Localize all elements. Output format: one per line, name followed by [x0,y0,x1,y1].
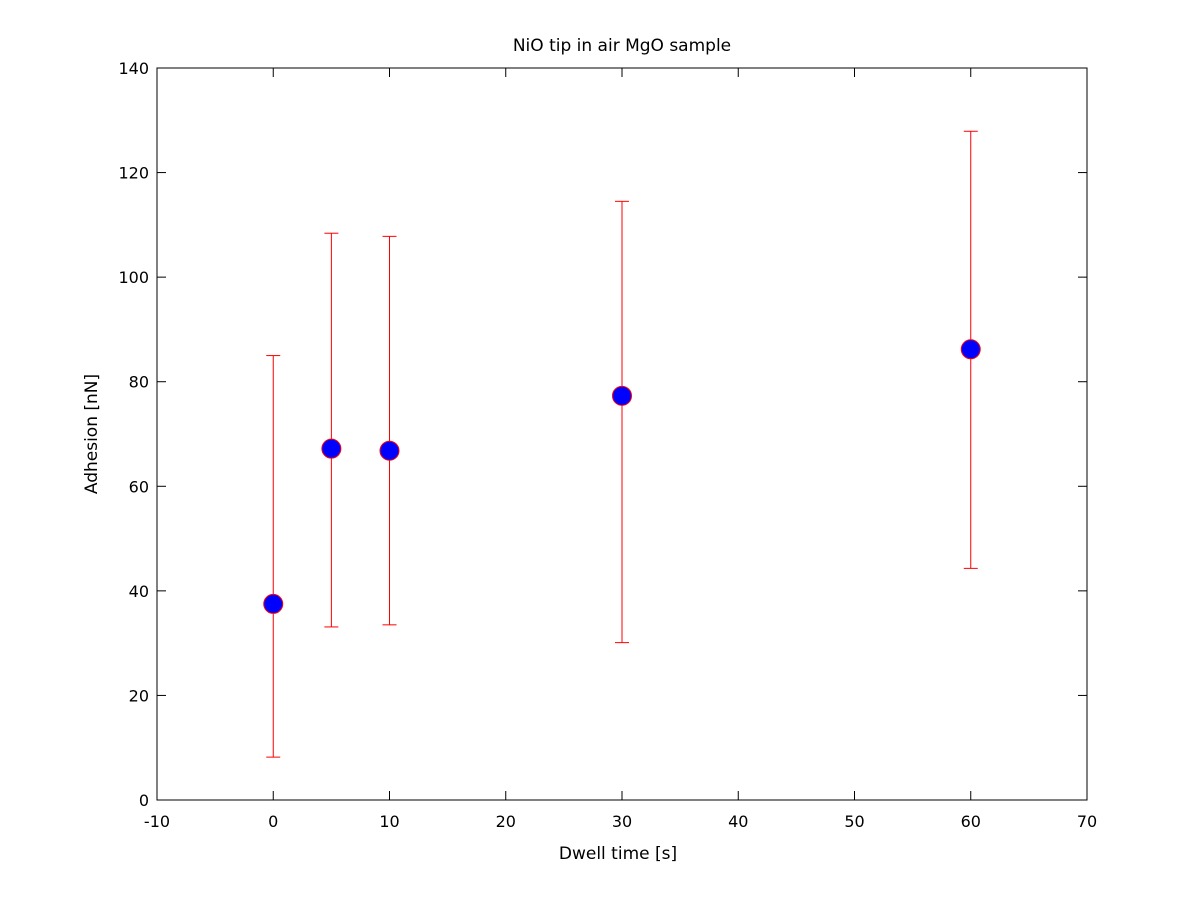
data-point [321,438,342,459]
x-tick-label: 70 [1077,812,1097,831]
x-tick-label: 40 [728,812,748,831]
y-tick-label: 40 [129,582,149,601]
chart-title: NiO tip in air MgO sample [513,36,731,56]
error-bar [266,355,281,758]
y-tick-label: 140 [118,59,149,78]
y-tick-label: 100 [118,268,149,287]
x-tick-label: 10 [379,812,399,831]
error-bar [324,232,339,628]
x-tick-label: 0 [268,812,278,831]
error-bar [382,235,397,626]
y-tick-label: 120 [118,164,149,183]
y-tick-label: 20 [129,686,149,705]
tick-labels-layer: -10 0 10 20 30 40 50 60 70 0 20 40 60 80 100 120 140 [118,59,1097,831]
y-tick-label: 80 [129,373,149,392]
x-tick-label: 60 [961,812,981,831]
data-point [612,385,632,406]
y-tick-label: 0 [139,791,149,810]
data-point [379,440,400,461]
data-point [960,339,981,360]
y-axis-label: Adhesion [nN] [82,374,102,494]
x-tick-label: 30 [612,812,632,831]
ticks-layer [156,67,1088,801]
x-axis-label: Dwell time [s] [559,844,677,864]
x-tick-label: 50 [844,812,864,831]
x-tick-label: -10 [144,812,170,831]
y-tick-label: 60 [129,477,149,496]
points-layer [263,339,981,614]
data-point [263,593,284,614]
x-tick-label: 20 [496,812,516,831]
error-bar [615,200,629,644]
